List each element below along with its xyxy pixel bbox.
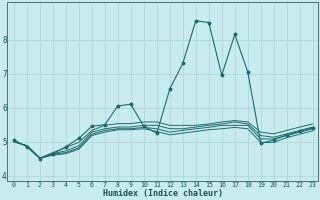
X-axis label: Humidex (Indice chaleur): Humidex (Indice chaleur) [103,189,223,198]
